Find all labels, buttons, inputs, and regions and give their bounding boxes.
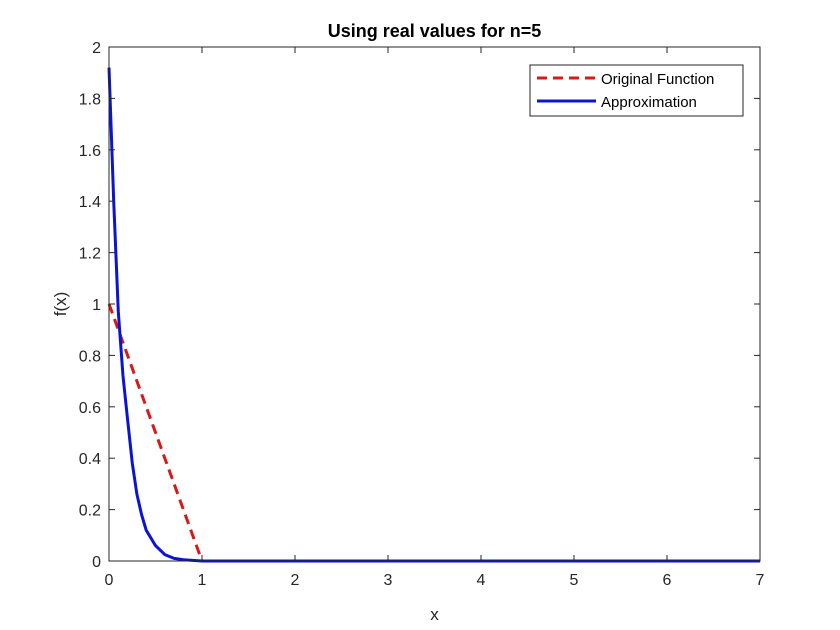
x-tick-label: 1 (198, 572, 207, 589)
x-tick-label: 5 (570, 572, 579, 589)
chart-title: Using real values for n=5 (328, 21, 542, 41)
x-axis: 0 1 2 3 4 5 6 7 (105, 47, 765, 589)
x-tick-label: 7 (756, 572, 765, 589)
legend-label-original-function: Original Function (601, 71, 714, 88)
y-tick-label: 0.4 (79, 451, 101, 468)
y-tick-label: 1.8 (79, 91, 101, 108)
y-tick-label: 1.2 (79, 246, 101, 263)
x-tick-label: 0 (105, 572, 114, 589)
y-tick-label: 2 (92, 40, 101, 57)
x-tick-label: 3 (384, 572, 393, 589)
y-tick-label: 1.6 (79, 143, 101, 160)
y-tick-label: 1.4 (79, 194, 101, 211)
y-tick-label: 0.8 (79, 348, 101, 365)
y-tick-label: 0.2 (79, 503, 101, 520)
legend-label-approximation: Approximation (601, 94, 697, 111)
y-tick-label: 1 (92, 297, 101, 314)
x-axis-label: x (430, 605, 439, 624)
y-axis: 0 0.2 0.4 0.6 0.8 1 1.2 1.4 1.6 1.8 2 (79, 40, 760, 571)
x-tick-label: 6 (663, 572, 672, 589)
x-tick-label: 2 (291, 572, 300, 589)
y-tick-label: 0.6 (79, 400, 101, 417)
legend-box (529, 64, 744, 117)
x-tick-label: 4 (477, 572, 486, 589)
legend: Original Function Approximation (529, 64, 744, 117)
plot-area (109, 47, 760, 561)
y-axis-label: f(x) (51, 292, 70, 317)
y-tick-label: 0 (92, 554, 101, 571)
